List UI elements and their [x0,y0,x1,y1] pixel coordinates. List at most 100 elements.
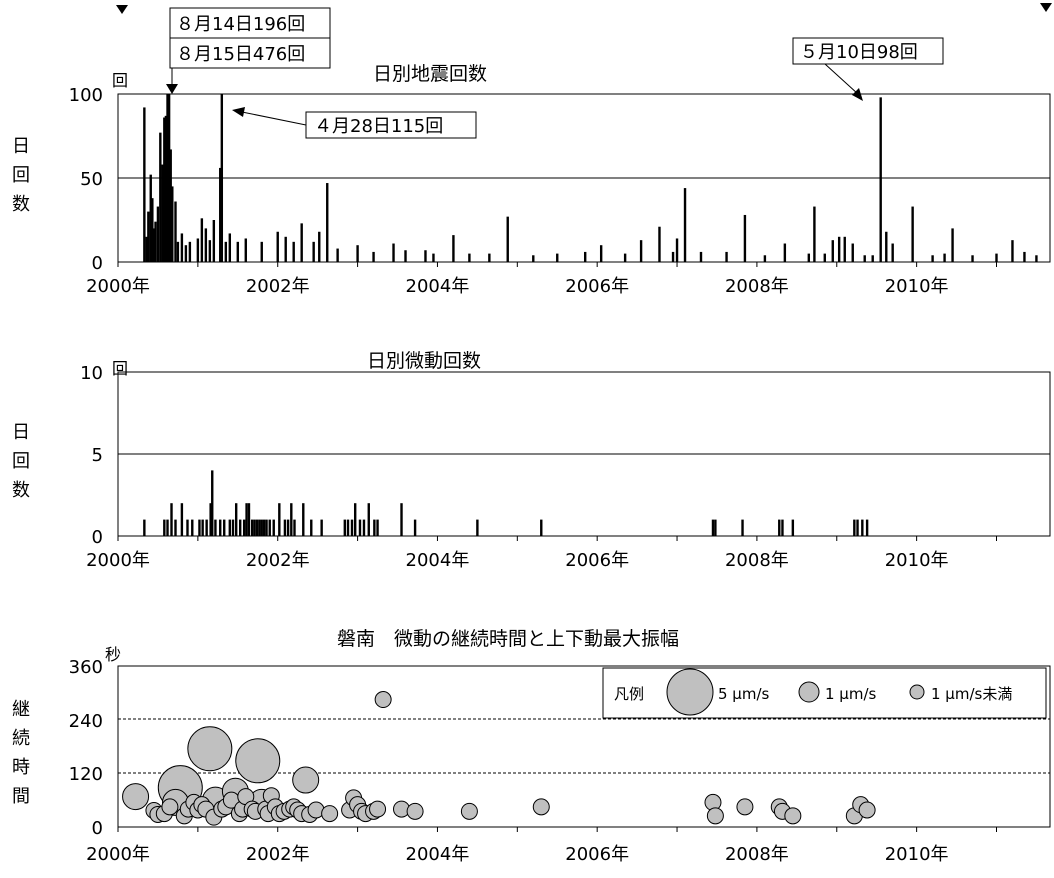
chart2-bar [286,519,290,536]
chart1-bar [236,241,239,262]
chart1-bar [658,226,661,262]
chart2-bar [242,519,246,536]
chart1-xtick-label: 2008年 [725,276,789,297]
chart1-bar [188,241,192,262]
chart1-xtick-label: 2010年 [885,276,949,297]
chart3-ylabel-char: 継 [12,699,30,720]
chart3-ylabel-char: 間 [12,786,30,807]
chart1-bar [783,243,787,262]
chart-tremor-duration: 磐南 微動の継続時間と上下動最大振幅 秒 継 続 時 間 360 240 120… [12,628,1051,865]
arrowhead-icon [852,88,863,101]
chart1-bar [639,240,643,262]
chart2-ylabel-char: 数 [12,480,30,501]
chart2-ytick: 10 [80,363,103,384]
chart1-bar [823,253,826,262]
chart2-bar [540,519,543,536]
chart1-plot-area [117,93,1051,263]
chart2-bar [247,503,251,536]
chart1-bar [699,251,703,262]
chart3-point [736,798,754,816]
chart3-xtick-label: 2002年 [246,844,310,865]
chart1-bar [623,253,627,262]
chart3-xtick-label: 2010年 [885,844,949,865]
chart3-point [235,738,281,784]
chart1-bar [404,250,407,262]
chart1-bar [224,241,228,262]
chart1-bars [143,94,1038,263]
chart2-xtick-label: 2008年 [725,550,789,571]
chart2-bar [373,519,376,536]
chart2-bar [170,503,173,536]
chart1-bar [260,241,263,262]
chart2-xtick-label: 2000年 [86,550,150,571]
chart2-bar [163,519,166,536]
chart1-bar [725,251,728,262]
chart2-bar [238,519,242,536]
chart1-bar [174,201,177,262]
annotation-may-arrow [824,63,859,95]
chart2-bar [278,503,281,536]
chart1-bar [292,241,295,262]
chart2-bar [853,519,856,536]
chart1-bar [488,253,491,262]
chart3-legend: 凡例 5 μm/s 1 μm/s 1 μm/s未満 [602,667,1047,719]
chart1-bar [468,253,471,262]
chart1-bar [424,250,427,262]
chart2-ylabel-char: 日 [12,422,30,443]
chart1-bar [532,255,535,262]
chart1-bar [312,241,315,262]
chart2-bar [346,519,350,536]
chart1-bar [171,186,174,262]
chart2-bar [400,503,403,536]
chart2-bar [343,519,347,536]
chart1-bar [276,231,279,262]
chart2-plot-area [117,371,1051,537]
chart1-bar [931,255,934,262]
chart3-point [460,802,478,820]
chart1-unit-label: 回 [112,71,128,90]
chart2-bar [350,519,354,536]
chart1-bar [145,236,148,262]
chart1-bar [843,236,846,262]
chart2-ylabel: 日 回 数 [12,422,30,501]
chart2-bar [293,519,296,536]
chart2-bar [791,519,795,536]
chart1-bar [180,233,184,262]
chart2-bar [262,519,266,536]
chart1-bar [813,206,816,262]
chart2-xaxis: 2000年 2002年 2004年 2006年 2008年 2010年 [86,536,997,571]
chart2-bar [205,519,208,536]
legend-item-1: 1 μm/s [825,685,877,703]
chart1-bar [167,94,171,262]
chart1-bar [200,218,204,262]
chart1-bar [208,240,212,262]
chart1-bar [879,97,882,262]
chart3-ytick: 240 [69,711,103,732]
chart2-bar [711,519,715,536]
chart3-xtick-label: 2004年 [406,844,470,865]
chart3-point [706,807,724,825]
chart3-xtick-label: 2006年 [565,844,629,865]
chart2-bar [219,519,222,536]
chart2-bar [714,519,717,536]
chart2-bar [201,519,204,536]
chart1-xaxis: 2000年 2002年 2004年 2006年 2008年 2010年 [86,262,997,297]
chart3-point [122,783,150,811]
chart1-bar [300,223,303,262]
chart2-bar [320,519,323,536]
chart2-xtick-label: 2006年 [565,550,629,571]
chart3-ytick: 360 [69,657,103,678]
legend-item-under1: 1 μm/s未満 [931,685,1012,703]
chart3-point [292,766,320,794]
chart1-bar [156,206,160,262]
annotation-aug14: ８月14日196回 [176,14,305,35]
chart2-bar [174,519,177,536]
chart1-bar [196,238,200,262]
chart1-bar [851,243,854,262]
chart1-ytick: 0 [92,253,103,274]
chart3-point [858,801,876,819]
chart1-bar [176,241,180,262]
chart2-bar [310,519,313,536]
chart1-bar [204,228,208,262]
chart3-plot-area [117,665,1051,828]
